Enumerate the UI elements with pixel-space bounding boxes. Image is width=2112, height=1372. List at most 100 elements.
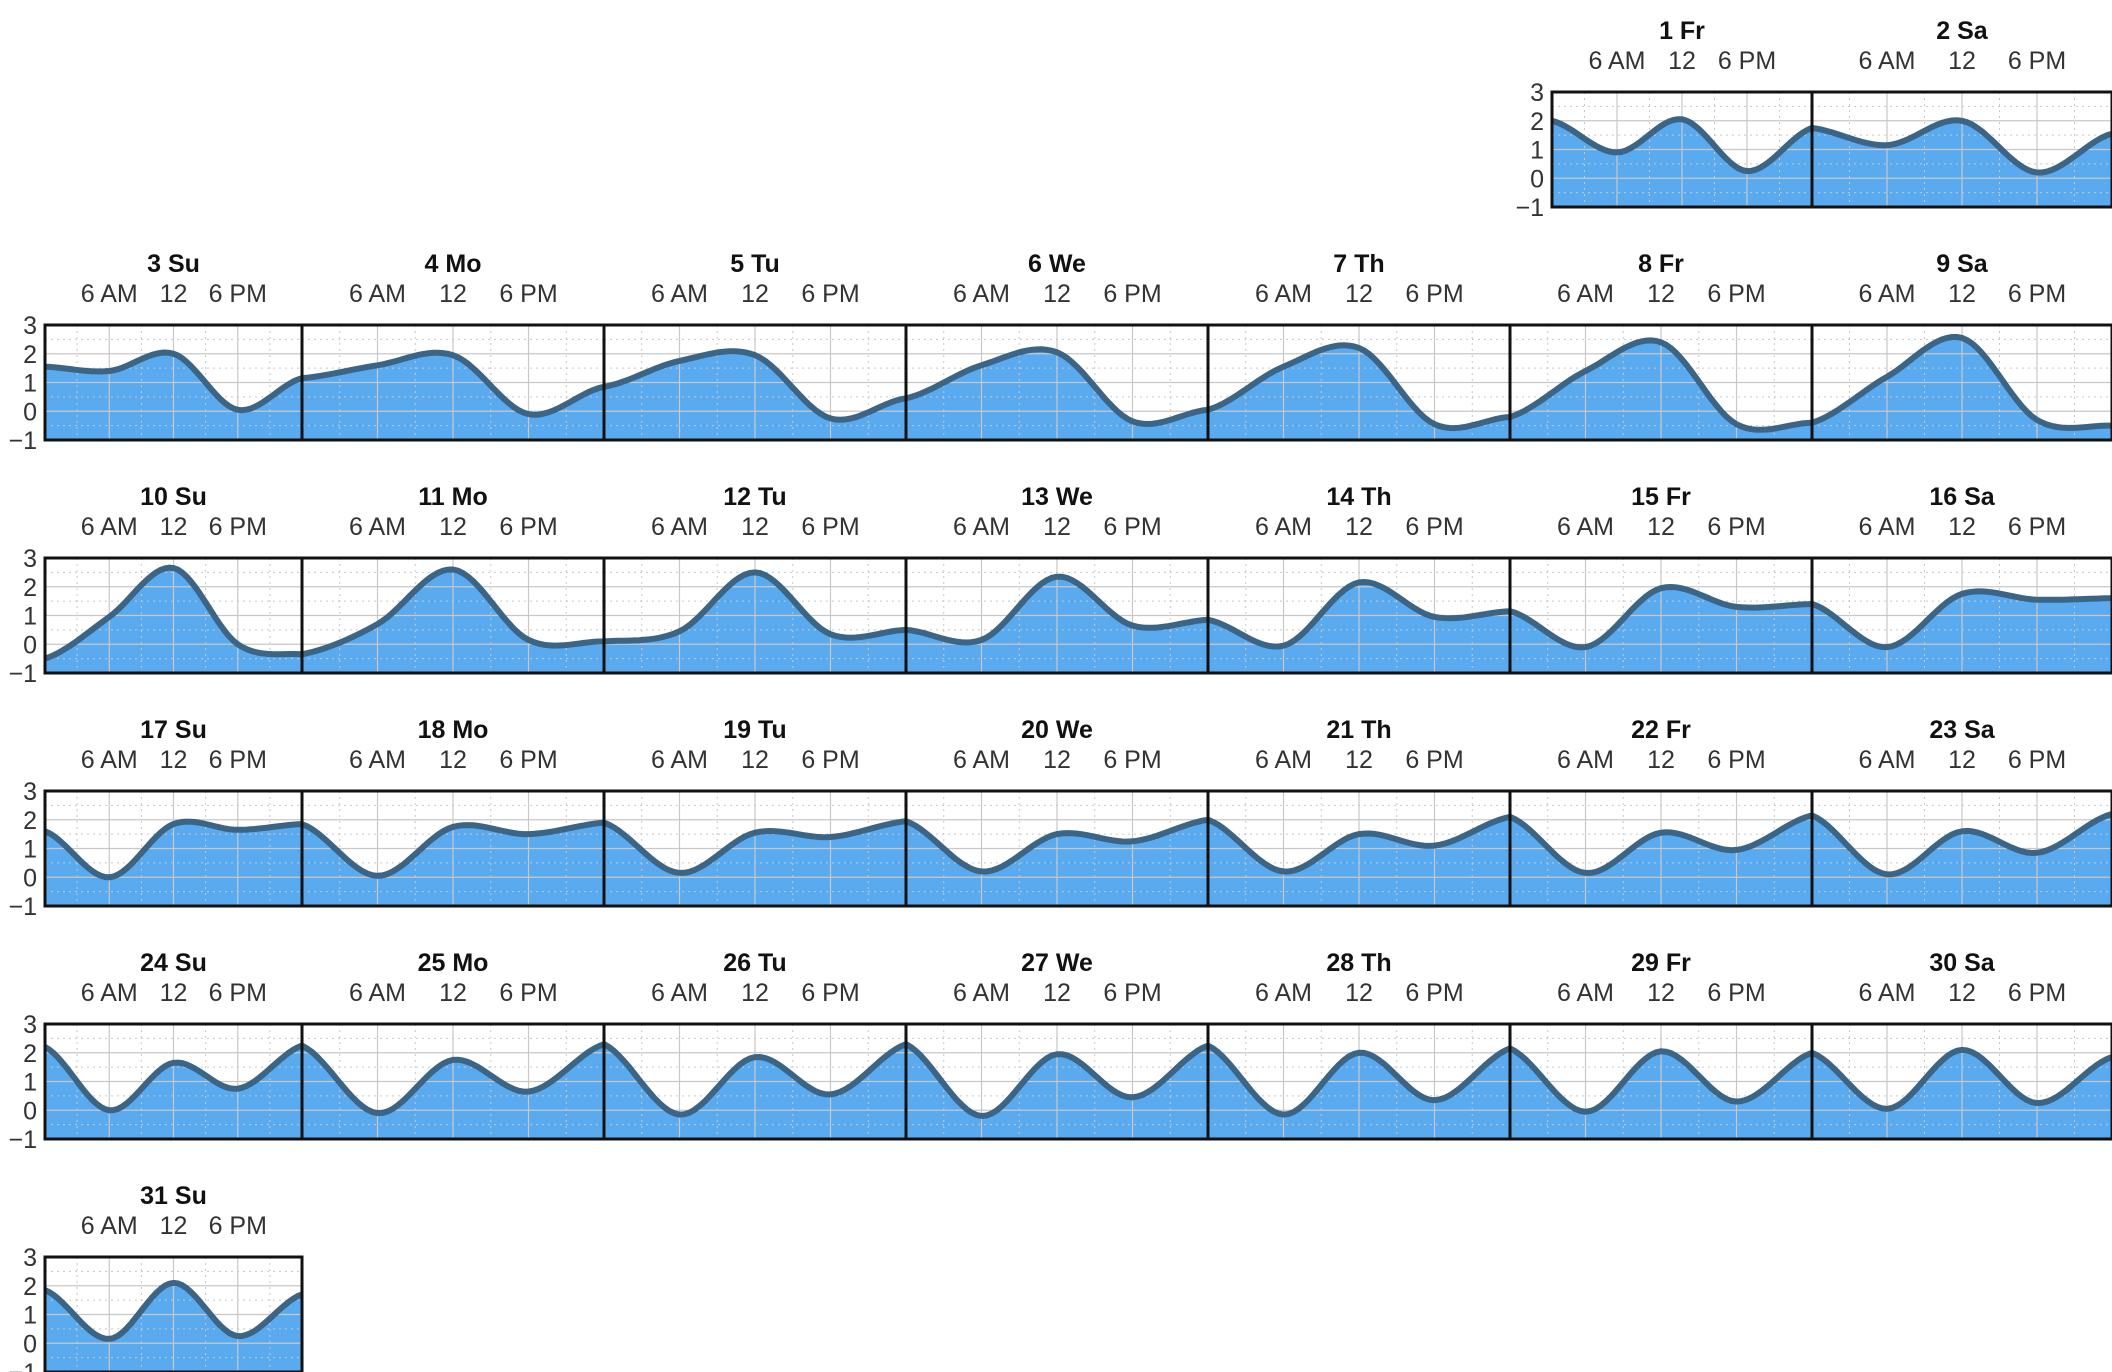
panel-frame <box>1810 556 2112 675</box>
time-label: 6 AM <box>651 513 708 541</box>
panel-frame <box>1810 90 2112 209</box>
time-label: 12 <box>1948 513 1976 541</box>
day-panel: 26 Tu 6 AM 12 6 PM <box>602 949 908 1141</box>
tide-line <box>906 816 1208 875</box>
time-label: 6 PM <box>499 513 557 541</box>
time-label: 12 <box>160 1212 188 1240</box>
y-tick-label: −1 <box>8 1359 37 1372</box>
tide-line <box>906 1041 1208 1120</box>
time-label: 12 <box>439 979 467 1007</box>
time-label: 6 PM <box>1707 979 1765 1007</box>
time-label: 6 PM <box>1103 280 1161 308</box>
panel-frame <box>1810 323 2112 442</box>
y-tick-label: 1 <box>23 836 37 864</box>
day-panel: 29 Fr 6 AM 12 6 PM <box>1508 949 1814 1141</box>
time-label: 12 <box>1345 280 1373 308</box>
time-label: 6 AM <box>1557 746 1614 774</box>
y-tick-label: 2 <box>23 807 37 835</box>
day-title: 5 Tu <box>730 250 780 278</box>
time-label: 12 <box>741 979 769 1007</box>
y-tick-label: 3 <box>23 312 37 340</box>
time-label: 6 AM <box>349 280 406 308</box>
time-label: 6 PM <box>1707 280 1765 308</box>
day-title: 8 Fr <box>1638 250 1684 278</box>
day-panels: 1 Fr6 AM 12 6 PM2 Sa6 AM 12 6 PM3 Su6 AM 12 6 … <box>43 17 2112 1372</box>
time-label: 6 PM <box>209 280 267 308</box>
time-label: 12 <box>1647 746 1675 774</box>
time-label: 12 <box>439 280 467 308</box>
tide-line <box>45 564 302 662</box>
day-title: 9 Sa <box>1936 250 1989 278</box>
y-tick-label: 2 <box>23 341 37 369</box>
time-label: 6 PM <box>1405 746 1463 774</box>
day-title: 30 Sa <box>1929 949 1995 977</box>
time-label: 12 <box>1948 979 1976 1007</box>
time-label: 6 AM <box>349 746 406 774</box>
day-panel: 11 Mo 6 AM 12 6 PM <box>300 483 606 675</box>
time-label: 6 AM <box>953 513 1010 541</box>
day-panel: 17 Su6 AM 12 6 PM <box>43 716 304 908</box>
time-label: 6 AM <box>1589 47 1646 75</box>
time-label: 6 AM <box>1557 513 1614 541</box>
time-label: 6 AM <box>81 979 138 1007</box>
day-title: 24 Su <box>140 949 207 977</box>
panel-frame <box>1810 1022 2112 1141</box>
day-title: 1 Fr <box>1659 17 1705 45</box>
day-panel: 6 We 6 AM 12 6 PM <box>904 250 1210 442</box>
day-title: 14 Th <box>1326 483 1391 511</box>
time-label: 12 <box>1043 746 1071 774</box>
tide-line <box>45 349 302 414</box>
day-panel: 15 Fr 6 AM 12 6 PM <box>1508 483 1814 675</box>
time-label: 6 AM <box>651 979 708 1007</box>
day-title: 25 Mo <box>418 949 489 977</box>
time-label: 6 AM <box>1859 47 1916 75</box>
time-label: 6 AM <box>1859 746 1916 774</box>
time-label: 6 PM <box>499 280 557 308</box>
tide-line <box>45 818 302 881</box>
day-title: 31 Su <box>140 1182 207 1210</box>
tide-line <box>1208 342 1510 432</box>
tide-line <box>1208 578 1510 650</box>
time-label: 12 <box>1345 513 1373 541</box>
day-title: 26 Tu <box>723 949 786 977</box>
day-title: 7 Th <box>1333 250 1384 278</box>
time-label: 6 PM <box>801 513 859 541</box>
day-title: 3 Su <box>147 250 200 278</box>
time-label: 12 <box>1647 280 1675 308</box>
day-panel: 12 Tu 6 AM 12 6 PM <box>602 483 908 675</box>
time-label: 12 <box>1345 746 1373 774</box>
time-label: 6 AM <box>81 746 138 774</box>
time-label: 6 AM <box>81 513 138 541</box>
day-panel: 14 Th 6 AM 12 6 PM <box>1206 483 1512 675</box>
day-panel: 10 Su6 AM 12 6 PM <box>43 483 304 675</box>
day-panel: 28 Th 6 AM 12 6 PM <box>1206 949 1512 1141</box>
time-label: 6 AM <box>349 513 406 541</box>
tide-line <box>302 349 604 418</box>
day-panel: 19 Tu 6 AM 12 6 PM <box>602 716 908 908</box>
time-label: 12 <box>1948 47 1976 75</box>
y-tick-label: 0 <box>23 1330 37 1358</box>
y-tick-label: 1 <box>23 1069 37 1097</box>
day-title: 29 Fr <box>1631 949 1691 977</box>
time-label: 12 <box>741 513 769 541</box>
time-label: 6 PM <box>1707 513 1765 541</box>
time-label: 6 PM <box>1718 47 1776 75</box>
time-label: 6 PM <box>1103 513 1161 541</box>
day-title: 28 Th <box>1326 949 1391 977</box>
y-tick-label: 0 <box>23 864 37 892</box>
time-label: 6 AM <box>1557 280 1614 308</box>
day-title: 6 We <box>1028 250 1086 278</box>
time-label: 12 <box>160 513 188 541</box>
time-label: 6 PM <box>2008 280 2066 308</box>
y-tick-label: 3 <box>23 1244 37 1272</box>
day-panel: 30 Sa 6 AM 12 6 PM <box>1810 949 2112 1141</box>
y-tick-label: 3 <box>23 778 37 806</box>
day-panel: 3 Su 6 AM 12 6 PM <box>43 250 304 442</box>
time-label: 6 AM <box>1255 746 1312 774</box>
day-title: 19 Tu <box>723 716 786 744</box>
time-label: 6 AM <box>349 979 406 1007</box>
tide-line <box>45 1042 302 1114</box>
tide-line <box>45 1279 302 1342</box>
time-label: 6 AM <box>1255 280 1312 308</box>
